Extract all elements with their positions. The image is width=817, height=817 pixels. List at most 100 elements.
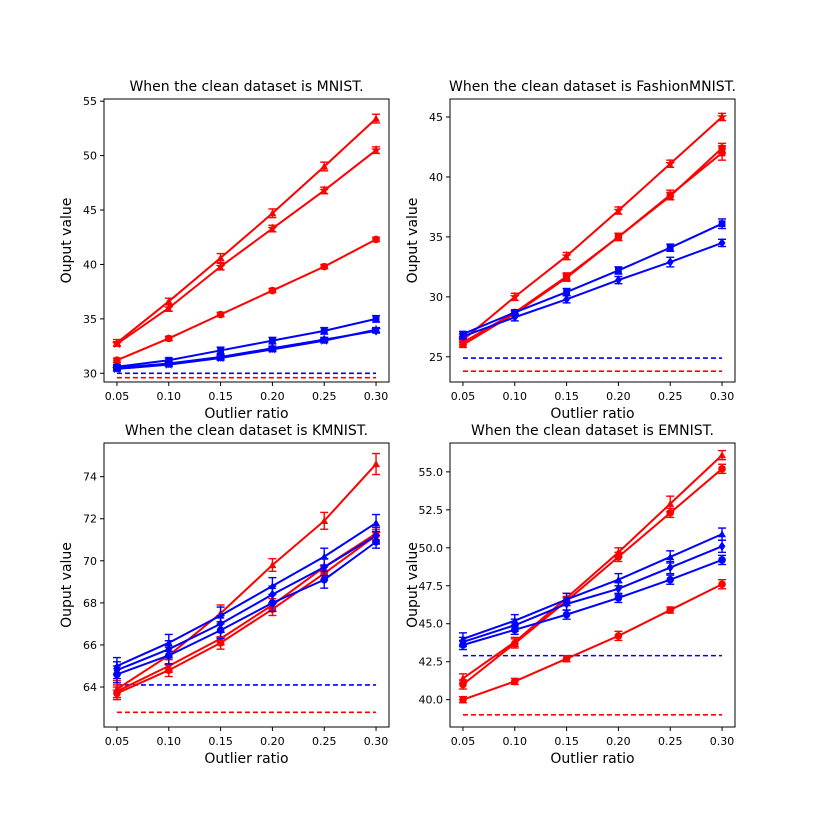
y-tick-label: 45 bbox=[83, 204, 97, 217]
data-point bbox=[666, 509, 675, 517]
data-point bbox=[561, 250, 572, 261]
y-tick-label: 45.0 bbox=[419, 618, 444, 631]
series-line bbox=[462, 533, 723, 640]
data-point bbox=[666, 499, 675, 507]
series-blue-square bbox=[458, 218, 727, 338]
y-axis-label: Ouput value bbox=[59, 198, 75, 284]
y-tick-label: 40 bbox=[429, 171, 443, 184]
data-point bbox=[112, 363, 122, 374]
series-red-square bbox=[458, 145, 727, 349]
series-red-circle-a bbox=[458, 463, 727, 690]
series-blue-circle bbox=[112, 534, 381, 684]
y-tick-label: 30 bbox=[429, 291, 443, 304]
chart-panel-2: When the clean dataset is FashionMNIST. 0… bbox=[405, 79, 736, 422]
series-line bbox=[116, 328, 377, 370]
y-tick-label: 52.5 bbox=[419, 504, 444, 517]
data-point bbox=[614, 553, 623, 561]
x-tick-label: 0.20 bbox=[260, 735, 285, 748]
data-point bbox=[562, 610, 571, 619]
data-point bbox=[666, 606, 675, 614]
data-point bbox=[372, 235, 380, 244]
data-point bbox=[372, 519, 381, 527]
data-point bbox=[615, 584, 622, 594]
plot-frame bbox=[449, 442, 736, 728]
y-tick-label: 30 bbox=[83, 367, 97, 380]
x-tick-label: 0.15 bbox=[208, 735, 233, 748]
y-tick-label: 42.5 bbox=[419, 656, 444, 669]
series-red-circle bbox=[112, 235, 381, 365]
series-red-triangle bbox=[112, 113, 381, 347]
series-blue-diamond bbox=[112, 526, 381, 680]
data-point bbox=[216, 626, 225, 635]
data-point bbox=[665, 158, 676, 168]
data-point bbox=[718, 541, 726, 552]
y-tick-label: 35 bbox=[83, 313, 97, 326]
data-point bbox=[267, 344, 278, 354]
y-tick-label: 70 bbox=[83, 555, 97, 568]
chart-title: When the clean dataset is EMNIST. bbox=[471, 423, 714, 439]
y-tick-label: 66 bbox=[83, 639, 97, 652]
x-tick-label: 0.20 bbox=[606, 735, 631, 748]
series-line bbox=[462, 116, 723, 341]
data-point bbox=[215, 352, 226, 363]
data-point bbox=[718, 580, 726, 589]
y-tick-label: 74 bbox=[83, 471, 97, 484]
x-tick-label: 0.05 bbox=[451, 390, 476, 403]
x-tick-label: 0.15 bbox=[208, 390, 233, 403]
series-line bbox=[462, 559, 723, 646]
y-tick-label: 50 bbox=[83, 150, 97, 163]
data-point bbox=[718, 451, 727, 459]
series-blue-triangle bbox=[458, 527, 727, 646]
data-point bbox=[509, 291, 520, 302]
data-point bbox=[511, 312, 519, 323]
x-tick-label: 0.30 bbox=[710, 735, 735, 748]
x-tick-label: 0.30 bbox=[364, 390, 389, 403]
data-point bbox=[371, 324, 381, 334]
x-tick-label: 0.05 bbox=[105, 735, 130, 748]
data-point bbox=[371, 144, 381, 155]
x-tick-label: 0.25 bbox=[658, 390, 683, 403]
y-tick-label: 40 bbox=[83, 258, 97, 271]
chart-panel-1: When the clean dataset is MNIST. 0.05 0.10… bbox=[59, 79, 390, 422]
x-tick-label: 0.15 bbox=[554, 735, 579, 748]
data-point bbox=[614, 632, 623, 640]
data-point bbox=[269, 337, 276, 345]
series-line bbox=[462, 454, 723, 680]
x-tick-label: 0.20 bbox=[260, 390, 285, 403]
data-point bbox=[216, 254, 225, 262]
y-tick-label: 64 bbox=[83, 681, 97, 694]
series-line bbox=[462, 147, 723, 344]
series-blue-circle bbox=[458, 554, 727, 651]
data-point bbox=[268, 286, 277, 295]
series-red-star bbox=[112, 526, 381, 699]
series-blue-triangle bbox=[112, 513, 381, 676]
data-point bbox=[718, 556, 726, 564]
data-point bbox=[717, 111, 727, 122]
data-point bbox=[372, 315, 380, 323]
series-blue-diamond bbox=[458, 539, 727, 648]
data-point bbox=[562, 654, 571, 663]
series-red-circle bbox=[458, 142, 727, 347]
data-point bbox=[666, 244, 674, 252]
data-point bbox=[267, 223, 278, 233]
data-point bbox=[459, 331, 467, 342]
y-tick-label: 68 bbox=[83, 597, 97, 610]
series-line bbox=[116, 238, 377, 362]
data-point bbox=[615, 267, 622, 274]
data-point bbox=[459, 695, 467, 704]
series-line bbox=[116, 117, 377, 344]
data-point bbox=[319, 335, 330, 345]
data-point bbox=[320, 562, 328, 572]
data-point bbox=[319, 185, 330, 195]
series-line bbox=[116, 534, 377, 695]
data-point bbox=[163, 359, 174, 369]
data-point bbox=[163, 302, 174, 313]
x-tick-label: 0.25 bbox=[312, 390, 337, 403]
data-point bbox=[718, 465, 726, 473]
chart-title: When the clean dataset is FashionMNIST. bbox=[449, 79, 736, 95]
data-point bbox=[372, 538, 380, 546]
data-point bbox=[666, 191, 674, 199]
chart-panel-3: When the clean dataset is KMNIST. 0.05 0.1… bbox=[59, 423, 390, 767]
y-tick-label: 50.0 bbox=[419, 542, 444, 555]
